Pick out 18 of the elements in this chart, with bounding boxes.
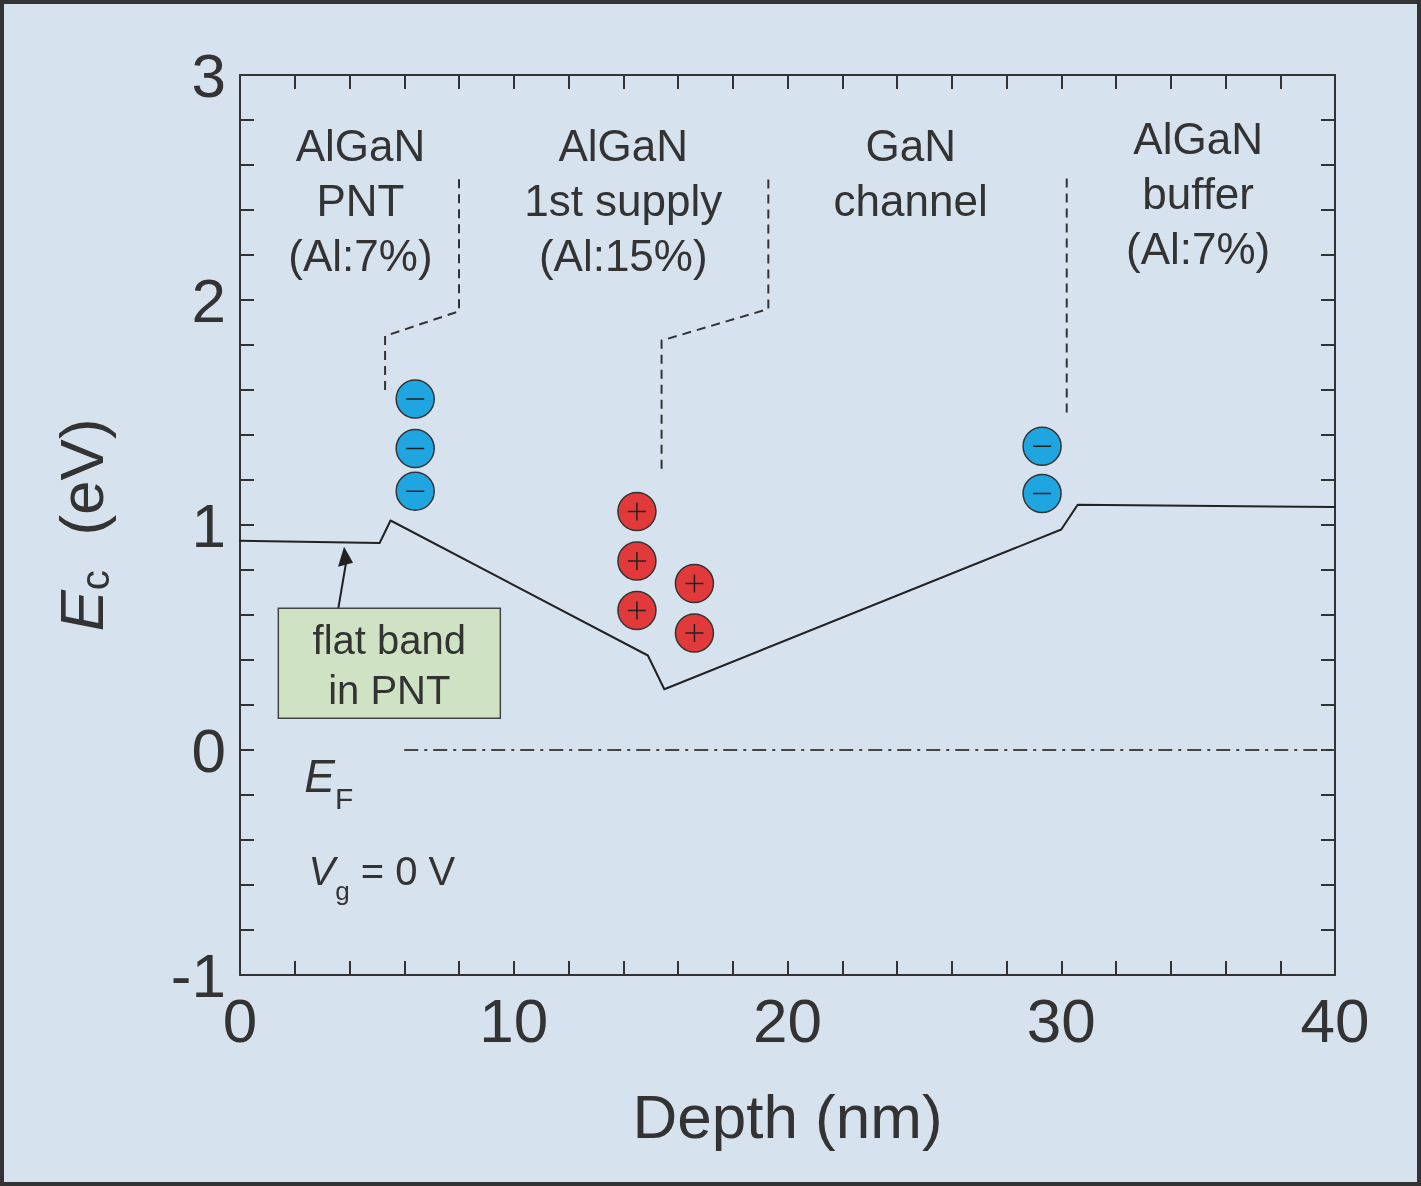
- x-axis-title: Depth (nm): [632, 1081, 943, 1151]
- annotation: AlGaN PNT (Al:7%): [288, 120, 433, 280]
- annotation: V$_{g}$ = 0 V: [308, 849, 456, 906]
- x-tick-label: 10: [479, 985, 549, 1055]
- x-tick-label: 20: [753, 985, 822, 1055]
- y-tick-label: 2: [191, 265, 226, 335]
- annotation: AlGaN buffer (Al:7%): [1126, 113, 1271, 273]
- annotation: GaN channel: [833, 120, 988, 225]
- y-tick-label: 0: [191, 715, 226, 785]
- y-tick-label: -1: [170, 940, 226, 1010]
- x-tick-label: 30: [1026, 985, 1096, 1055]
- x-tick-label: 40: [1300, 985, 1370, 1055]
- ref-line-label: E$_{F}$: [304, 750, 354, 815]
- y-tick-label: 3: [191, 40, 226, 110]
- y-tick-label: 1: [191, 490, 226, 560]
- annotation: flat band in PNT: [312, 618, 467, 713]
- annotation: AlGaN 1st supply (Al:15%): [524, 120, 723, 280]
- y-axis-title: Ec (eV): [46, 418, 118, 632]
